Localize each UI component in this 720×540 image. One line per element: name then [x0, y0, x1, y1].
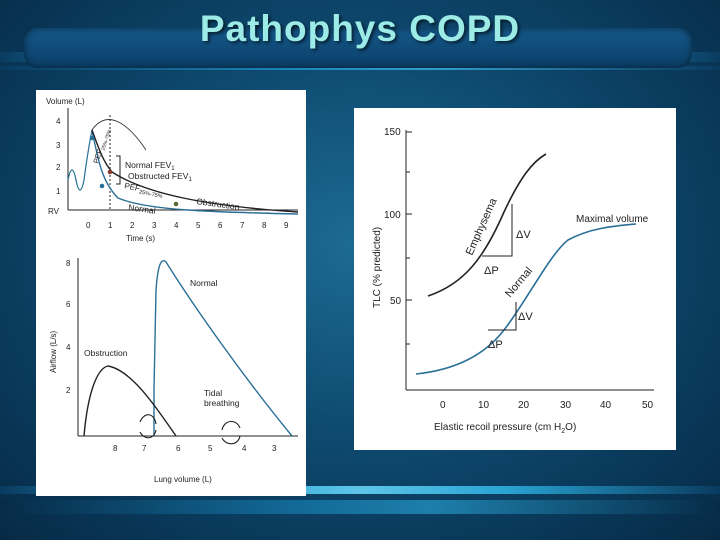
fv-label-obstruction: Obstruction	[84, 348, 128, 358]
cc-ytick-150: 150	[384, 127, 401, 138]
right-figure-panel: 150 100 50 TLC (% predicted) 0 10 20 30 …	[354, 108, 676, 450]
vt-xtick: 2	[130, 221, 135, 230]
vt-ylabel: Volume (L)	[46, 97, 85, 106]
vt-xtick: 3	[152, 221, 157, 230]
fv-xtick: 8	[113, 444, 118, 453]
vt-aux-curve	[91, 119, 147, 151]
fv-obstruction-curve	[83, 365, 177, 437]
vt-xtick: 7	[240, 221, 245, 230]
vt-label-obstructed-fev1: Obstructed FEV1	[128, 171, 192, 183]
cc-normal-triangle	[488, 302, 517, 331]
spirometry-figure: Volume (L) 4 3 2 1 RV 0 1 2 3 4 5 6 7 8 …	[46, 97, 299, 484]
fv-xticks: 8 7 6 5 4 3	[113, 444, 277, 453]
fv-tidal-loop-normal	[221, 420, 241, 431]
fv-xtick: 6	[176, 444, 181, 453]
vt-xtick: 4	[174, 221, 179, 230]
vt-ytick-2: 2	[56, 163, 61, 172]
left-figure-panel: Volume (L) 4 3 2 1 RV 0 1 2 3 4 5 6 7 8 …	[36, 90, 306, 496]
cc-label-delta-p-lower: ΔP	[488, 339, 503, 351]
cc-xlabel: Elastic recoil pressure (cm H2O)	[434, 422, 576, 435]
cc-xtick: 20	[518, 400, 530, 411]
cc-label-delta-v-upper: ΔV	[516, 229, 531, 241]
vt-label-normal-fev1: Normal FEV1	[125, 160, 175, 172]
vt-ytick-3: 3	[56, 141, 61, 150]
vt-xticks: 0 1 2 3 4 5 6 7 8 9	[86, 221, 289, 230]
volume-time-graph: Volume (L) 4 3 2 1 RV 0 1 2 3 4 5 6 7 8 …	[46, 97, 299, 243]
cc-ytick-100: 100	[384, 210, 401, 221]
vt-normal-curve-rise	[67, 129, 93, 191]
vt-ytick-4: 4	[56, 117, 61, 126]
vt-marker-obstruction	[173, 201, 179, 207]
cc-ylabel: TLC (% predicted)	[372, 227, 383, 308]
fv-tidal-loop-obstruction	[139, 414, 157, 425]
cc-xticks: 0 10 20 30 40 50	[440, 400, 654, 411]
vt-xtick: 0	[86, 221, 91, 230]
slide-title: Pathophys COPD	[199, 8, 521, 49]
fv-label-normal: Normal	[190, 278, 218, 288]
cc-y-ticks	[406, 131, 412, 345]
top-decorative-band-thin	[0, 66, 720, 70]
vt-xtick: 8	[262, 221, 267, 230]
fv-xtick: 4	[242, 444, 247, 453]
compliance-figure: 150 100 50 TLC (% predicted) 0 10 20 30 …	[372, 127, 654, 435]
vt-obstruction-curve	[91, 129, 299, 213]
bottom-decorative-band	[0, 486, 720, 494]
cc-label-delta-p-upper: ΔP	[484, 265, 499, 277]
vt-xlabel: Time (s)	[126, 234, 155, 243]
fv-ytick-6: 6	[66, 300, 71, 309]
fv-xtick: 7	[142, 444, 147, 453]
fv-label-tidal-2: breathing	[204, 398, 240, 408]
cc-label-emphysema: Emphysema	[464, 196, 500, 258]
vt-xtick: 5	[196, 221, 201, 230]
vt-rv-label: RV	[48, 207, 60, 216]
cc-normal-curve	[415, 223, 637, 375]
cc-ytick-50: 50	[390, 296, 402, 307]
fv-label-tidal-1: Tidal	[204, 388, 222, 398]
vt-label-normal: Normal	[128, 202, 157, 216]
fv-ytick-2: 2	[66, 386, 71, 395]
fv-tidal-loop-normal-lower	[221, 435, 241, 445]
cc-xtick: 10	[478, 400, 490, 411]
vt-marker-obstructed-fev1	[107, 169, 113, 175]
vt-marker-normal-end	[99, 183, 105, 189]
vt-label-pef-obstructed: PEF25%-75%	[123, 181, 164, 200]
fv-ytick-4: 4	[66, 343, 71, 352]
fv-ytick-8: 8	[66, 259, 71, 268]
cc-emphysema-curve	[427, 153, 547, 297]
cc-xtick: 50	[642, 400, 654, 411]
fv-xtick: 3	[272, 444, 277, 453]
cc-emphysema-triangle	[482, 204, 513, 257]
vt-normal-curve	[91, 129, 299, 215]
cc-label-maximal-volume: Maximal volume	[576, 214, 649, 225]
vt-xtick: 6	[218, 221, 223, 230]
cc-xtick: 0	[440, 400, 446, 411]
cc-xtick: 30	[560, 400, 572, 411]
vt-ytick-1: 1	[56, 187, 61, 196]
cc-label-normal: Normal	[503, 265, 535, 300]
cc-label-delta-v-lower: ΔV	[518, 311, 533, 323]
fv-ylabel: Airflow (L/s)	[49, 330, 58, 373]
title-bar	[24, 28, 692, 68]
vt-xtick: 9	[284, 221, 289, 230]
vt-fev1-bracket	[116, 155, 121, 185]
fv-xlabel: Lung volume (L)	[154, 475, 212, 484]
fv-tidal-loop-obstruction-lower	[139, 429, 157, 439]
fv-xtick: 5	[208, 444, 213, 453]
vt-marker-normal-pef	[89, 135, 95, 141]
flow-volume-graph: 8 6 4 2 Airflow (L/s) 8 7 6 5 4 3 Lung v…	[49, 258, 298, 484]
cc-xtick: 40	[600, 400, 612, 411]
bottom-decorative-band-wide	[0, 500, 720, 514]
fv-normal-curve	[153, 260, 293, 437]
vt-xtick: 1	[108, 221, 113, 230]
